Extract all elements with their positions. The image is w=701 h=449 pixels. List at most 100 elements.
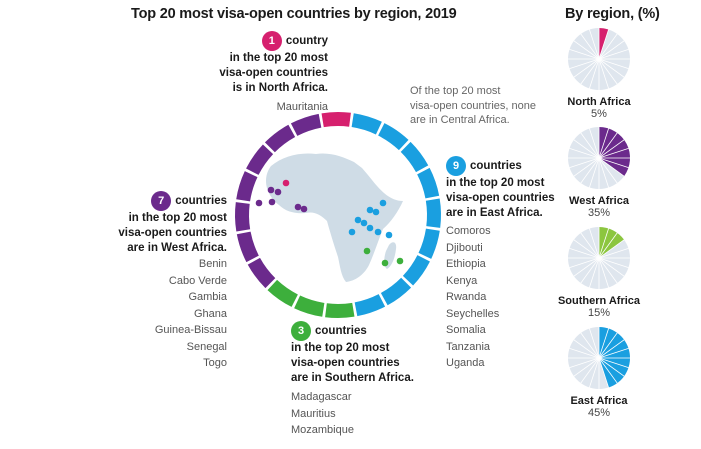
- pie-divider: [598, 257, 629, 268]
- donut-segment-west-africa-2: [236, 231, 259, 263]
- donut-segment-east-africa-5: [425, 198, 441, 228]
- pie-divider: [573, 157, 600, 177]
- east-countries: Comoros Djibouti Ethiopia Kenya Rwanda S…: [446, 223, 499, 372]
- west-callout: 7 countries in the top 20 most visa-open …: [110, 191, 227, 256]
- country-dot-2: [267, 186, 275, 194]
- pie-label-southern-africa: Southern Africa: [557, 295, 641, 307]
- east-callout: 9 countries in the top 20 most visa-open …: [446, 156, 555, 221]
- country-dot-4: [255, 199, 263, 207]
- country-dots: [255, 179, 404, 267]
- country-kenya: Kenya: [446, 274, 478, 287]
- country-cabo-verde: Cabo Verde: [168, 274, 227, 287]
- country-djibouti: Djibouti: [446, 241, 483, 254]
- donut-segments: [235, 111, 441, 318]
- donut-segment-north-africa-1: [321, 111, 351, 128]
- pie-divider: [580, 157, 600, 184]
- country-gambia: Gambia: [188, 291, 227, 303]
- pie-divider: [573, 357, 600, 377]
- west-line-1: countries: [175, 195, 227, 208]
- pie-divider: [598, 49, 629, 60]
- pie-divider: [573, 139, 600, 159]
- central-line-2: visa-open countries, none: [410, 99, 536, 112]
- pie-divider: [580, 257, 600, 284]
- south-line-4: are in Southern Africa.: [291, 372, 414, 384]
- pie-divider: [589, 58, 600, 89]
- east-line-1: countries: [470, 160, 522, 173]
- country-dot-12: [360, 219, 368, 227]
- west-countries: Benin Cabo Verde Gambia Ghana Guinea-Bis…: [110, 256, 227, 372]
- east-badge: 9: [446, 156, 466, 176]
- pie-divider: [569, 357, 600, 368]
- pie-divider: [598, 58, 629, 69]
- donut-segment-east-africa-4: [417, 167, 440, 199]
- south-line-1: countries: [315, 325, 367, 338]
- pie-divider: [598, 58, 609, 89]
- pie-divider: [569, 49, 600, 60]
- pie-divider: [569, 248, 600, 259]
- pie-slice-southern-africa: [599, 227, 625, 258]
- pie-svg-north-africa: [568, 28, 630, 90]
- pie-divider: [598, 257, 609, 288]
- country-somalia: Somalia: [446, 324, 486, 336]
- pie-divider: [598, 348, 629, 359]
- donut-segment-southern-africa-1: [325, 302, 355, 318]
- pie-divider: [598, 257, 618, 284]
- pie-divider: [598, 157, 618, 184]
- country-rwanda: Rwanda: [446, 291, 487, 303]
- pie-divider: [598, 248, 629, 259]
- west-badge: 7: [151, 191, 172, 211]
- country-guinea-bissau: Guinea-Bissau: [154, 324, 227, 336]
- country-dot-9: [366, 206, 374, 214]
- country-dot-7: [300, 205, 308, 213]
- country-dot-13: [366, 224, 374, 232]
- pie-svg-southern-africa: [568, 227, 630, 289]
- north-line-2: in the top 20 most: [229, 52, 328, 64]
- pie-divider: [580, 132, 600, 159]
- pie-divider: [580, 58, 600, 85]
- pie-divider: [573, 239, 600, 259]
- country-madagascar: Madagascar: [291, 391, 352, 403]
- country-dot-1: [282, 179, 290, 187]
- pie-southern-africa: Southern Africa 15%: [544, 226, 654, 319]
- pie-divider: [589, 328, 600, 359]
- north-line-1: country: [285, 35, 328, 48]
- south-badge: 3: [291, 321, 311, 341]
- country-dot-14: [348, 228, 356, 236]
- west-line-4: are in West Africa.: [127, 242, 227, 254]
- donut-segment-west-africa-5: [246, 144, 274, 175]
- pie-divider: [569, 348, 600, 359]
- pie-divider: [598, 33, 618, 60]
- pie-label-north-africa: North Africa: [567, 96, 631, 108]
- country-ghana: Ghana: [193, 307, 227, 320]
- pie-divider: [598, 157, 609, 188]
- pie-divider: [589, 357, 600, 388]
- country-senegal: Senegal: [186, 340, 227, 353]
- pie-svg-east-africa: [568, 327, 630, 389]
- pie-label-west-africa: West Africa: [569, 195, 629, 207]
- country-dot-18: [381, 259, 389, 267]
- country-togo: Togo: [203, 357, 227, 369]
- pie-divider: [598, 357, 629, 368]
- country-dot-19: [396, 257, 404, 265]
- country-seychelles: Seychelles: [446, 307, 500, 320]
- donut-segment-west-africa-7: [290, 113, 322, 136]
- country-benin: Benin: [198, 258, 227, 270]
- donut-segment-east-africa-9: [354, 294, 386, 317]
- pie-divider: [598, 332, 618, 359]
- south-countries: Madagascar Mauritius Mozambique: [291, 389, 354, 439]
- pie-divider: [598, 357, 618, 384]
- central-note: Of the top 20 most visa-open countries, …: [410, 84, 536, 128]
- pie-divider: [598, 357, 609, 388]
- west-line-2: in the top 20 most: [128, 212, 227, 224]
- country-ethiopia: Ethiopia: [446, 258, 486, 270]
- country-mauritius: Mauritius: [291, 407, 336, 420]
- pie-west-africa: West Africa 35%: [544, 126, 654, 219]
- north-countries: Mauritania: [188, 99, 328, 116]
- pie-divider: [580, 232, 600, 259]
- pie-divider: [580, 332, 600, 359]
- pie-divider: [573, 58, 600, 78]
- east-line-2: in the top 20 most: [446, 177, 545, 189]
- south-callout: 3 countries in the top 20 most visa-open …: [291, 321, 414, 386]
- north-line-4: is in North Africa.: [232, 82, 328, 94]
- pie-slice-east-africa: [599, 327, 630, 388]
